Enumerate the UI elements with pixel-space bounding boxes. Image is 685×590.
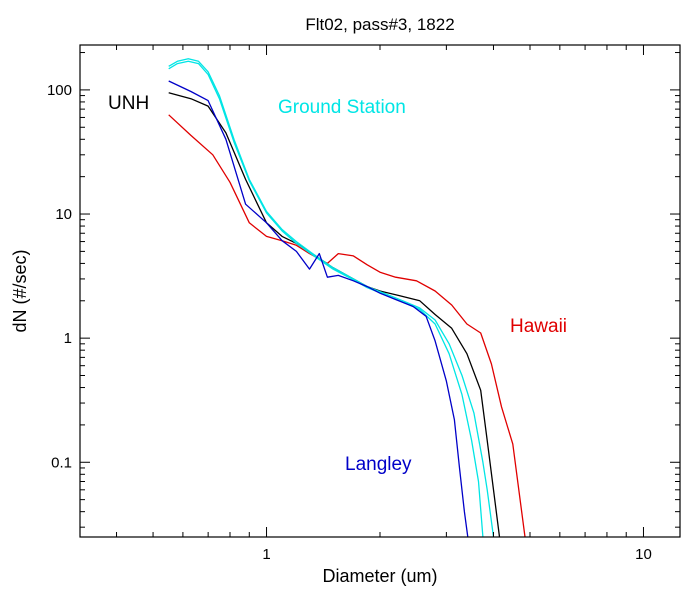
series-layer (168, 58, 526, 538)
plot-frame (79, 44, 681, 538)
x-tick-label: 1 (262, 546, 270, 563)
chart-title: Flt02, pass#3, 1822 (305, 15, 454, 34)
series-line-unh-1 (168, 92, 501, 538)
series-label-langley: Langley (345, 454, 412, 475)
series-line-ground-station-2 (168, 58, 495, 538)
series-label-ground-station: Ground Station (278, 97, 406, 118)
y-tick-label: 0.1 (51, 454, 72, 471)
series-label-hawaii: Hawaii (510, 316, 567, 337)
series-label-unh: UNH (108, 93, 149, 114)
y-tick-label: 100 (47, 82, 72, 99)
ticks-layer: 1 10 0.1 1 10 100 (47, 45, 680, 563)
series-line-hawaii-0 (168, 114, 526, 538)
y-tick-label: 10 (55, 206, 72, 223)
y-tick-label: 1 (64, 330, 72, 347)
x-tick-label: 10 (635, 546, 652, 563)
series-line-langley-4 (168, 80, 469, 538)
y-axis-title: dN (#/sec) (10, 249, 30, 332)
x-axis-title: Diameter (um) (322, 566, 437, 586)
series-line-ground-station-3 (168, 60, 484, 538)
